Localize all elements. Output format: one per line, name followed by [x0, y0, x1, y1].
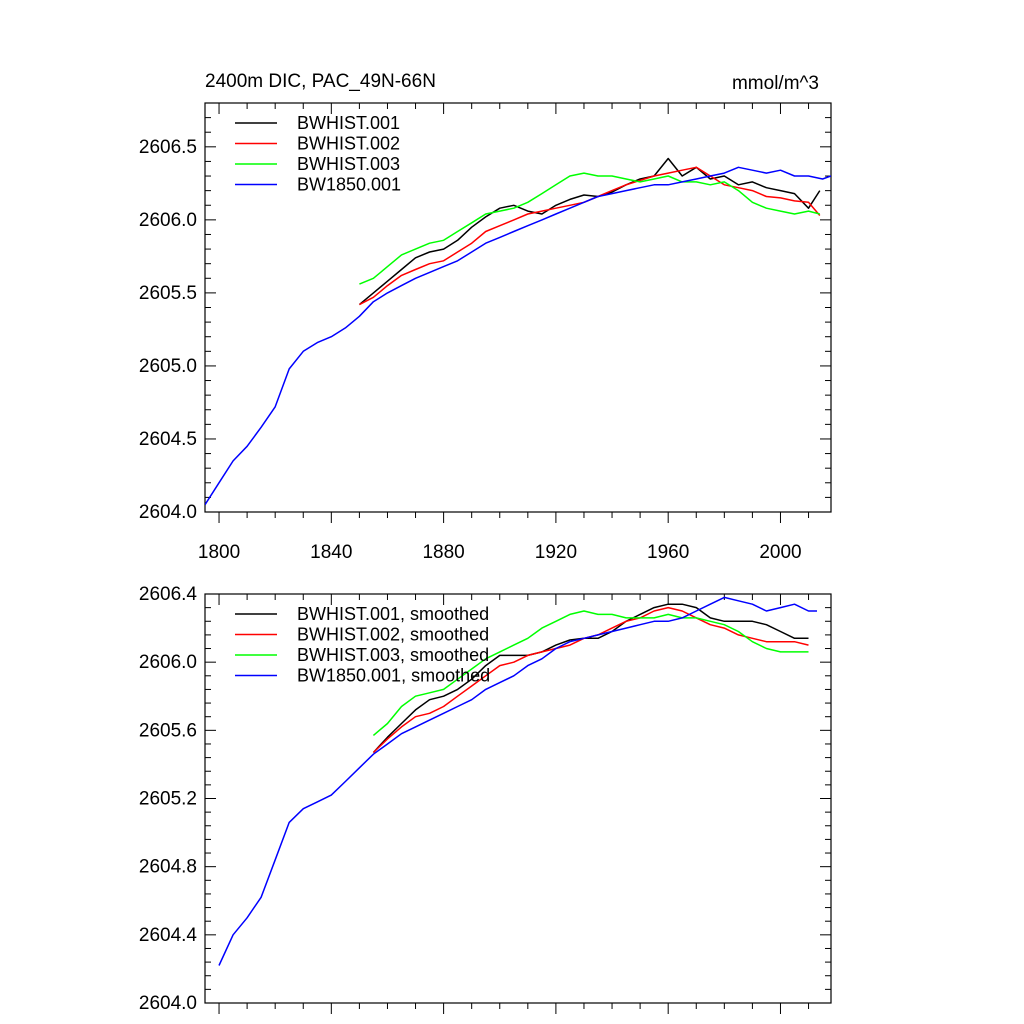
- chart-title: 2400m DIC, PAC_49N-66N: [205, 71, 436, 92]
- y-tick-label: 2604.5: [139, 429, 197, 450]
- y-tick-label: 2604.8: [139, 857, 197, 878]
- y-tick-label: 2604.4: [139, 925, 198, 946]
- bottom-panel: 2604.0 2604.4 2604.8 2605.2 2605.6 2606.0 2606…: [139, 584, 832, 1014]
- legend-label-bwhist-002-smoothed: BWHIST.002, smoothed: [297, 625, 489, 645]
- series-line-bwhist-001-smoothed: [372, 603, 809, 754]
- x-tick-label: 1840: [310, 542, 352, 563]
- y-tick-label: 2605.6: [139, 720, 197, 741]
- x-tick-label: 2000: [759, 542, 801, 563]
- series-line-bw1850-001-smoothed: [218, 596, 817, 966]
- legend-label-bw1850-001: BW1850.001: [297, 175, 401, 195]
- y-tick-label: 2605.5: [139, 283, 197, 304]
- legend-label-bwhist-001: BWHIST.001: [297, 113, 400, 133]
- legend-label-bwhist-002: BWHIST.002: [297, 134, 400, 154]
- series-line-bwhist-003-smoothed: [372, 610, 809, 736]
- y-tick-label: 2606.4: [139, 584, 198, 605]
- y-tick-label: 2606.0: [139, 210, 197, 231]
- y-tick-label: 2605.2: [139, 789, 197, 810]
- legend-label-bwhist-001-smoothed: BWHIST.001, smoothed: [297, 604, 489, 624]
- y-tick-label: 2606.0: [139, 652, 197, 673]
- series-line-bwhist-002: [359, 166, 821, 306]
- x-tick-label: 1960: [647, 542, 689, 563]
- series-line-bw1850-001: [205, 166, 831, 506]
- legend-label-bwhist-003-smoothed: BWHIST.003, smoothed: [297, 645, 489, 665]
- legend-label-bw1850-001-smoothed: BW1850.001, smoothed: [297, 666, 490, 686]
- series-line-bwhist-003: [359, 172, 820, 285]
- y-tick-label: 2606.5: [139, 137, 197, 158]
- series-line-bwhist-001: [358, 157, 821, 306]
- y-tick-label: 2604.0: [139, 502, 197, 523]
- x-tick-label: 1920: [535, 542, 577, 563]
- y-tick-label: 2605.0: [139, 356, 197, 377]
- x-tick-label: 1800: [198, 542, 240, 563]
- y-tick-label: 2604.0: [139, 993, 197, 1014]
- x-tick-label: 1880: [422, 542, 464, 563]
- units-label: mmol/m^3: [732, 73, 819, 94]
- legend-label-bwhist-003: BWHIST.003: [297, 154, 400, 174]
- top-panel: 2604.0 2604.5 2605.0 2605.5 2606.0 2606.5 1800…: [139, 71, 832, 563]
